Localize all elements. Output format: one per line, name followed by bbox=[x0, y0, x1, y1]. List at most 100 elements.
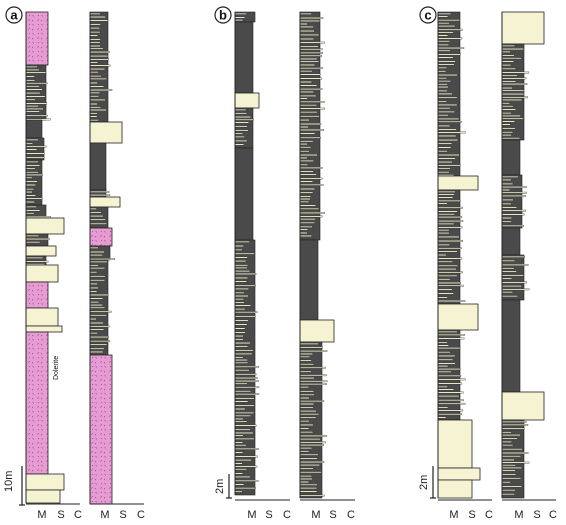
sand-lamina bbox=[437, 19, 460, 22]
sand-lamina bbox=[25, 105, 39, 107]
sand-lamina bbox=[299, 218, 316, 220]
sand-lamina bbox=[234, 390, 251, 393]
sand-lamina bbox=[234, 241, 250, 243]
sand-lamina bbox=[299, 70, 313, 72]
sand-lamina bbox=[89, 23, 101, 26]
sand-lamina bbox=[501, 481, 511, 484]
sand-lamina bbox=[89, 328, 105, 331]
sand-lamina bbox=[501, 186, 527, 188]
sand-lamina bbox=[501, 274, 524, 277]
sand-lamina bbox=[299, 34, 320, 36]
sand-lamina bbox=[234, 132, 244, 135]
sand-lamina bbox=[299, 67, 323, 70]
sand-lamina bbox=[501, 112, 512, 114]
sand-lamina bbox=[299, 204, 316, 207]
sand-lamina bbox=[299, 413, 319, 416]
sand-lamina bbox=[437, 80, 451, 82]
sand-lamina bbox=[25, 152, 45, 155]
sand-lamina bbox=[501, 74, 518, 77]
sand-lamina bbox=[501, 131, 513, 134]
axis-label-c: C bbox=[485, 509, 493, 521]
sand-lamina bbox=[501, 189, 511, 191]
sand-lamina bbox=[501, 477, 521, 480]
axis-label-s: S bbox=[265, 509, 272, 521]
sand-lamina bbox=[437, 74, 458, 76]
sand-lamina bbox=[501, 206, 517, 209]
sand-lamina bbox=[437, 223, 455, 225]
sand-lamina bbox=[234, 393, 260, 395]
sand-lamina bbox=[299, 136, 321, 139]
sand-lamina bbox=[234, 270, 250, 272]
sand-lamina bbox=[299, 435, 327, 437]
sand-lamina bbox=[25, 235, 39, 237]
sand-lamina bbox=[501, 431, 512, 434]
sand-lamina bbox=[234, 487, 256, 489]
sand-lamina bbox=[234, 400, 249, 403]
sand-lamina bbox=[234, 143, 245, 146]
sand-lamina bbox=[299, 471, 322, 474]
sand-lamina bbox=[501, 199, 514, 201]
sand-lamina bbox=[501, 209, 526, 212]
sand-lamina bbox=[437, 278, 451, 281]
sand-lamina bbox=[299, 363, 314, 366]
axis-label-m: M bbox=[247, 509, 256, 521]
panel-b-log-column-1 bbox=[234, 11, 260, 496]
sand-lamina bbox=[25, 145, 47, 148]
sand-lamina bbox=[234, 349, 254, 352]
sand-lamina bbox=[234, 483, 245, 486]
sand-lamina bbox=[234, 16, 245, 19]
sand-lamina bbox=[501, 220, 512, 223]
sand-lamina bbox=[437, 37, 463, 40]
sand-lamina bbox=[234, 373, 257, 376]
sand-lamina bbox=[234, 311, 258, 314]
sand-lamina bbox=[89, 78, 107, 80]
sandstone-bed bbox=[25, 245, 57, 257]
sand-lamina bbox=[234, 438, 255, 440]
sand-lamina bbox=[437, 385, 448, 388]
sand-lamina bbox=[437, 31, 454, 34]
sand-lamina bbox=[234, 327, 246, 330]
sand-lamina bbox=[25, 194, 36, 197]
sand-lamina bbox=[501, 67, 516, 70]
sand-lamina bbox=[89, 34, 98, 37]
sand-lamina bbox=[299, 467, 314, 470]
sand-lamina bbox=[501, 277, 513, 280]
sand-lamina bbox=[437, 70, 447, 73]
sand-lamina bbox=[89, 332, 98, 334]
sand-lamina bbox=[437, 406, 449, 409]
sand-lamina bbox=[25, 191, 33, 193]
sand-lamina bbox=[89, 115, 98, 118]
sand-lamina bbox=[501, 195, 526, 197]
sand-lamina bbox=[234, 476, 251, 478]
sand-lamina bbox=[25, 142, 33, 145]
sand-lamina bbox=[234, 448, 259, 450]
sand-lamina bbox=[234, 121, 249, 124]
sand-lamina bbox=[501, 285, 522, 287]
sandstone-bed bbox=[234, 92, 260, 109]
sand-lamina bbox=[89, 51, 110, 53]
sand-lamina bbox=[234, 277, 248, 279]
sand-lamina bbox=[501, 281, 528, 284]
sand-lamina bbox=[25, 206, 37, 208]
sand-lamina bbox=[501, 183, 514, 185]
sand-lamina bbox=[299, 444, 324, 446]
sand-lamina bbox=[25, 156, 45, 159]
sand-lamina bbox=[234, 353, 253, 355]
sand-lamina bbox=[299, 64, 316, 66]
sandstone-bed bbox=[299, 319, 335, 343]
axis-label-c: C bbox=[283, 509, 291, 521]
sand-lamina bbox=[89, 103, 98, 105]
mudstone-bed bbox=[501, 227, 521, 256]
dolerite-intrusion bbox=[89, 354, 113, 505]
sand-lamina bbox=[299, 370, 312, 373]
sand-lamina bbox=[437, 47, 465, 49]
sand-lamina bbox=[89, 75, 102, 77]
sandstone-bed bbox=[437, 303, 479, 331]
sand-lamina bbox=[501, 485, 522, 488]
sand-lamina bbox=[299, 386, 309, 388]
sand-lamina bbox=[299, 95, 317, 97]
sand-lamina bbox=[501, 444, 514, 447]
sand-lamina bbox=[234, 356, 244, 359]
sand-lamina bbox=[437, 395, 460, 397]
sand-lamina bbox=[299, 119, 310, 121]
